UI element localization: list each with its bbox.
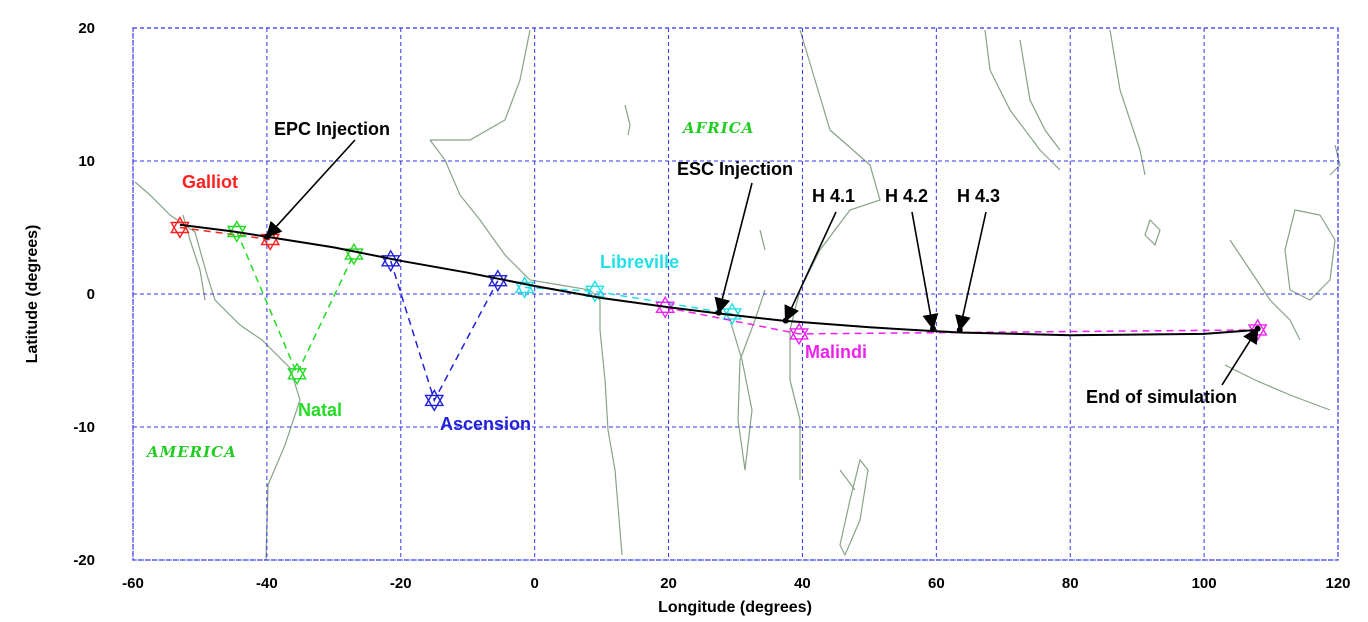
event-label-end-of-simulation: End of simulation [1086,387,1237,407]
event-label-h43: H 4.3 [957,186,1000,206]
station-label-natal: Natal [298,400,342,420]
y-tick-label: -20 [73,552,95,569]
station-marker [655,295,676,319]
x-tick-label: 100 [1192,575,1217,592]
y-axis-label: Latitude (degrees) [24,225,41,364]
event-label-esc-injection: ESC Injection [677,159,793,179]
event-label-epc-injection: EPC Injection [274,119,390,139]
station-label-galliot: Galliot [182,172,238,192]
event-arrow [955,211,987,332]
y-tick-label: 10 [78,153,95,170]
x-tick-label: 80 [1062,575,1079,592]
event-point [263,233,270,240]
event-point [715,309,722,316]
x-tick-label: -60 [122,575,144,592]
x-tick-label: 60 [928,575,945,592]
station-marker [226,220,247,243]
y-tick-label: 20 [78,20,95,37]
y-axis-ticks: -20 -10 0 10 20 [73,20,95,569]
event-arrow [911,211,939,331]
event-point [1254,325,1261,332]
station-visibility-line [179,226,271,241]
ground-stations [169,216,1268,412]
x-tick-label: 0 [530,575,538,592]
x-tick-label: 20 [660,575,677,592]
station-visibility-line [665,306,1258,335]
trajectory-line [179,223,1258,337]
station-marker [287,362,307,386]
station-label-ascension: Ascension [440,414,531,434]
x-tick-label: -20 [390,575,412,592]
station-marker [424,388,445,412]
event-arrow [265,139,356,238]
event-arrow [714,182,753,315]
region-label-africa: AFRICA [681,119,754,137]
event-annotations [263,139,1261,386]
y-tick-label: -10 [73,419,95,436]
coastline-map [134,29,1341,561]
region-label-america: AMERICA [145,443,237,461]
event-arrow [784,211,837,323]
x-axis-label: Longitude (degrees) [658,599,812,616]
grid-lines [132,27,1339,561]
trajectory-series [179,223,1258,337]
station-visibility-line [389,260,499,403]
x-tick-label: 40 [794,575,811,592]
station-label-libreville: Libreville [600,252,679,272]
event-arrow [1221,327,1259,386]
station-marker [789,322,810,346]
x-tick-label: 120 [1325,575,1350,592]
x-axis-ticks: -60 -40 -20 0 20 40 60 80 100 120 [122,575,1350,592]
event-point [956,326,963,333]
station-visibility-line [236,231,355,376]
y-tick-label: 0 [87,286,95,303]
station-label-malindi: Malindi [805,342,867,362]
event-point [929,325,936,332]
event-point [782,317,789,324]
x-tick-label: -40 [256,575,278,592]
event-label-h41: H 4.1 [812,186,855,206]
event-label-h42: H 4.2 [885,186,928,206]
